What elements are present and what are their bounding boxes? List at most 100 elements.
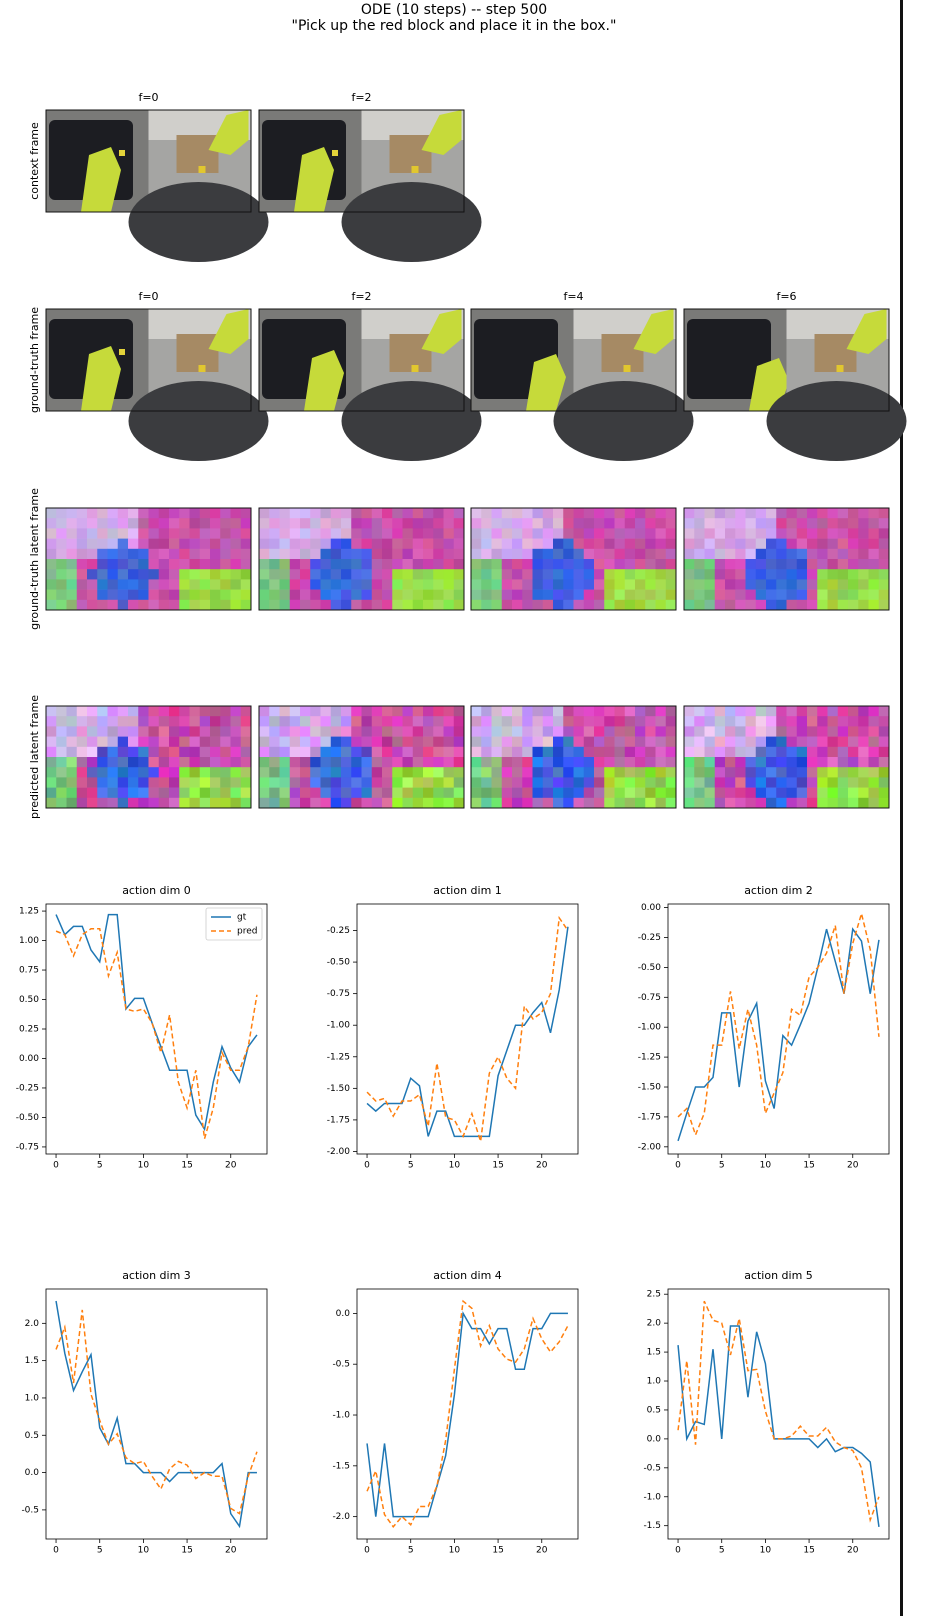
latent-cell [594,538,605,550]
latent-cell [827,569,839,580]
latent-cell [614,757,626,768]
latent-cell [735,726,746,737]
latent-cell [107,736,119,748]
latent-cell [837,528,849,539]
latent-cell [604,538,615,550]
latent-cell [573,538,585,550]
latent-cell [351,746,362,758]
latent-cell [56,589,67,601]
latent-cell [553,538,564,550]
latent-cell [46,559,57,570]
latent-cell [481,508,492,519]
latent-cell [433,548,444,560]
latent-cell [351,787,362,799]
x-tick-label: 5 [97,1546,103,1556]
latent-cell [491,746,503,758]
latent-cell [148,797,160,809]
table [766,381,907,461]
latent-cell [755,746,767,758]
camera-frame [470,308,694,461]
latent-cell [714,538,726,550]
latent-cell [402,706,414,717]
latent-cell [371,797,383,809]
y-tick-label: 1.0 [25,1393,40,1403]
latent-cell [97,736,108,748]
latent-cell [868,726,880,737]
latent-cell [423,777,434,788]
latent-cell [148,518,160,529]
latent-cell [230,726,242,737]
latent-cell [453,777,465,788]
latent-cell [279,559,291,570]
latent-cell [87,706,98,717]
latent-cell [776,706,787,717]
latent-cell [269,757,280,768]
x-tick-label: 20 [847,1546,859,1556]
latent-cell [817,579,828,590]
latent-cell [341,716,352,727]
table [341,182,482,262]
latent-cell [624,726,636,737]
latent-cell [361,508,373,519]
latent-cell [604,787,615,799]
latent-cell [199,716,211,727]
latent-cell [665,736,677,748]
box [389,135,432,173]
latent-cell [501,548,513,560]
latent-cell [807,736,818,748]
latent-cell [614,589,626,601]
latent-cell [320,569,332,580]
latent-cell [542,746,554,758]
latent-cell [230,599,242,611]
latent-cell [330,787,342,799]
latent-cell [878,569,890,580]
latent-cell [645,726,656,737]
latent-cell [138,767,149,778]
latent-cell [433,746,444,758]
x-tick-label: 0 [364,1161,370,1171]
latent-cell [766,579,777,590]
latent-cell [371,726,383,737]
frame-label: f=0 [138,91,158,104]
latent-cell [745,736,757,748]
x-tick-label: 20 [536,1161,548,1171]
latent-cell [614,736,626,748]
latent-cell [704,767,716,778]
latent-cell [443,579,455,590]
latent-cell [169,716,180,727]
latent-cell [300,757,311,768]
latent-cell [745,579,757,590]
frame-border [258,109,465,213]
latent-cell [684,589,695,601]
latent-cell [786,726,798,737]
latent-cell [635,777,646,788]
latent-cell [766,726,777,737]
latent-cell [269,706,280,717]
latent-cell [827,777,839,788]
latent-cell [128,518,139,529]
latent-cell [402,777,414,788]
latent-cell [148,579,160,590]
latent-cell [755,559,767,570]
latent-cell [604,589,615,601]
latent-cell [594,777,605,788]
latent-cell [624,777,636,788]
latent-cell [827,518,839,529]
latent-cell [553,767,564,778]
latent-cell [766,777,777,788]
latent-cell [858,777,869,788]
latent-cell [868,746,880,758]
latent-cell [766,508,777,519]
latent-cell [169,706,180,717]
latent-cell [443,797,455,809]
latent-cell [453,508,465,519]
latent-cell [542,538,554,550]
latent-cell [868,548,880,560]
latent-cell [220,569,231,580]
latent-cell [776,599,787,611]
latent-cell [542,757,554,768]
block [198,166,206,173]
latent-cell [684,736,695,748]
latent-cell [714,767,726,778]
latent-cell [481,787,492,799]
